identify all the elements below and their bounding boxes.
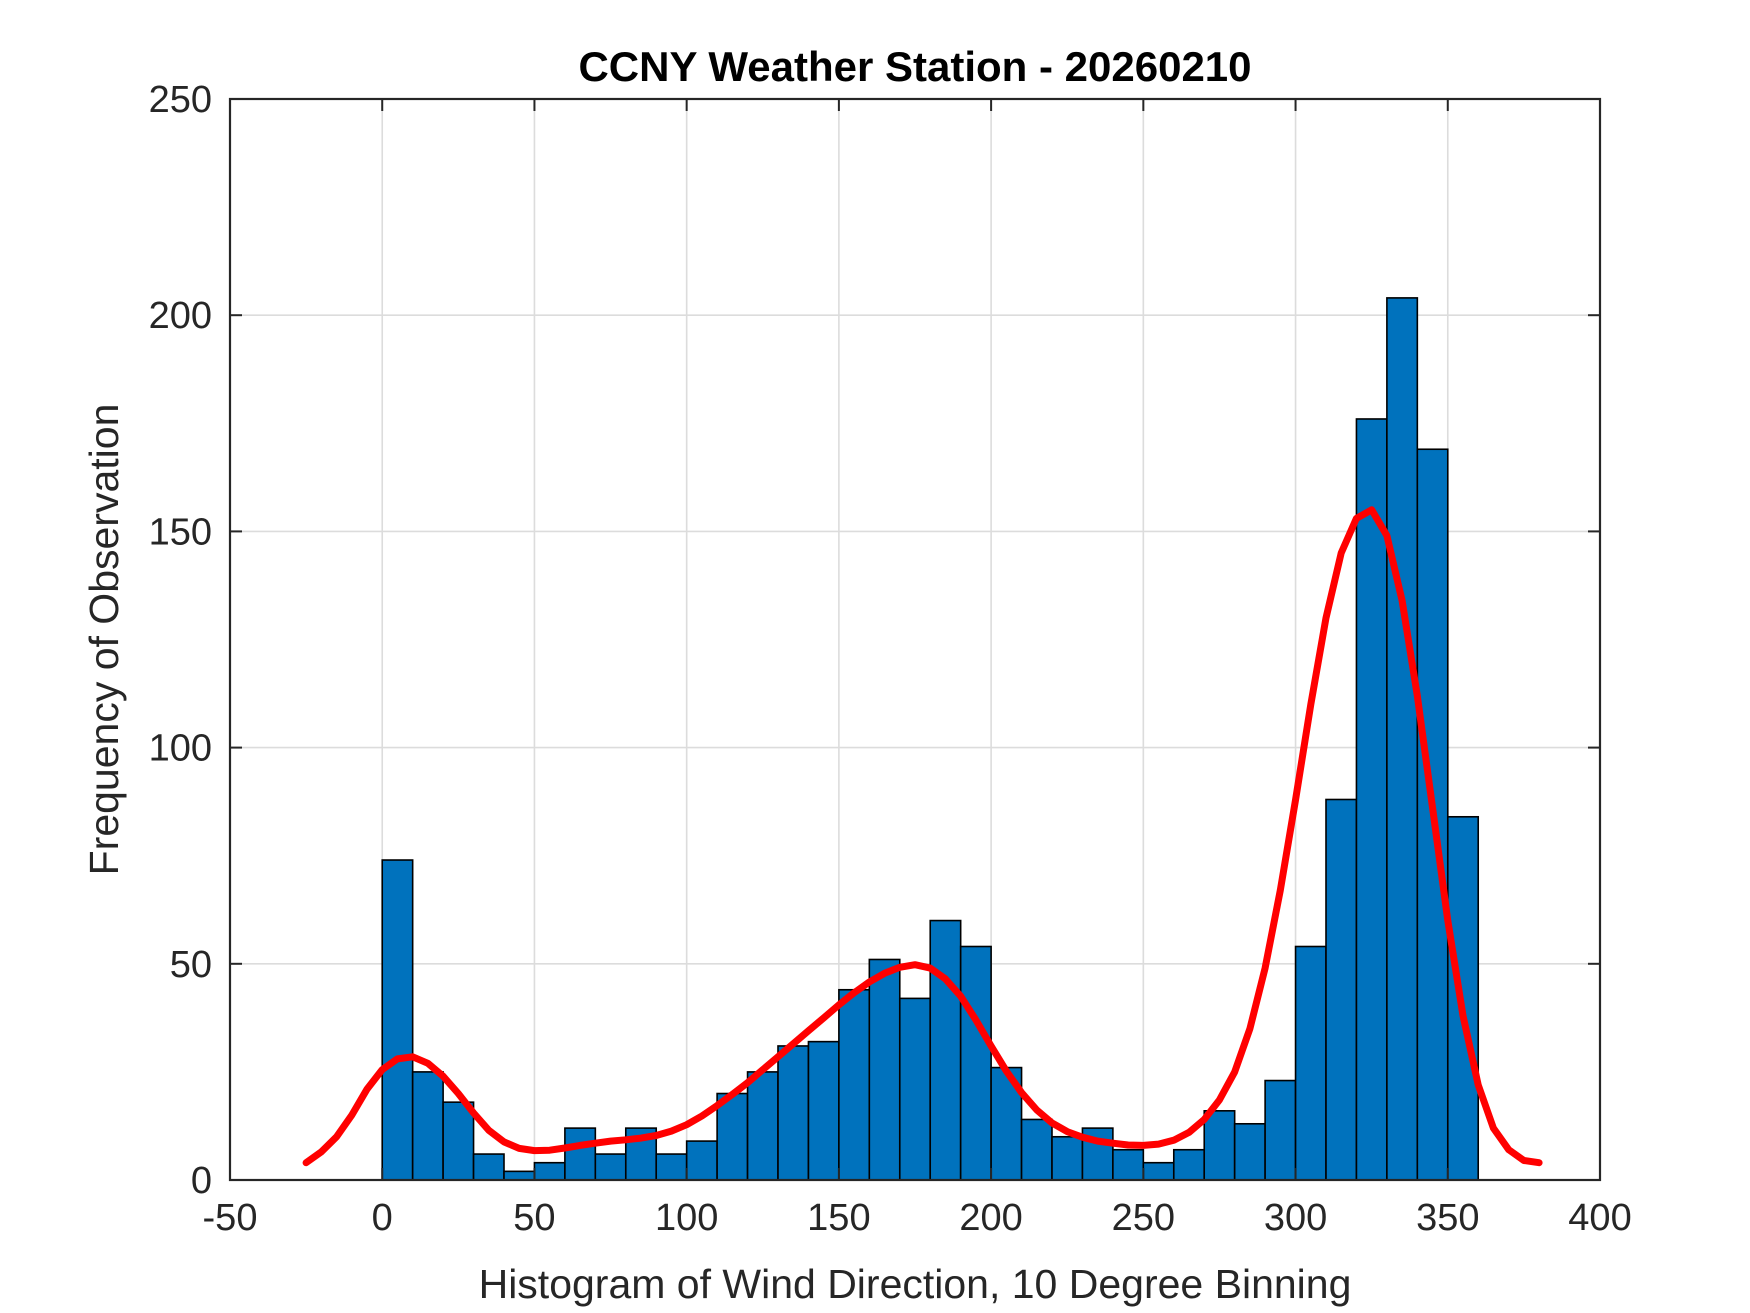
x-tick-label: 150 <box>807 1197 870 1239</box>
axes-frame <box>228 97 1602 1182</box>
histogram-bar <box>777 1045 810 1181</box>
x-tick-label: 300 <box>1264 1197 1327 1239</box>
histogram-bar <box>868 958 901 1181</box>
histogram-bar <box>1142 1161 1175 1181</box>
histogram-bar <box>685 1140 718 1181</box>
x-axis-label: Histogram of Wind Direction, 10 Degree B… <box>479 1261 1352 1307</box>
histogram-bar <box>381 859 414 1181</box>
histogram-bar <box>655 1153 688 1181</box>
histogram-bar <box>1294 945 1327 1181</box>
histogram-bar <box>898 997 932 1181</box>
x-tick-label: 100 <box>655 1197 718 1239</box>
histogram-bar <box>838 988 871 1181</box>
histogram-bar <box>1020 1118 1053 1181</box>
histogram-bar <box>1051 1135 1084 1181</box>
histogram-bar <box>1112 1148 1145 1181</box>
chart-title: CCNY Weather Station - 20260210 <box>578 43 1251 90</box>
histogram-bar <box>716 1092 749 1181</box>
histogram-bar <box>564 1127 597 1181</box>
histogram-bar <box>1264 1079 1297 1181</box>
histogram-bar <box>929 919 962 1181</box>
histogram-bar <box>594 1153 627 1181</box>
histogram-bar <box>1233 1122 1266 1181</box>
tick-layer: -50 0 50 100 150 200 250 300 350 4000501001502002… <box>149 79 1632 1239</box>
histogram-bar <box>1386 297 1419 1181</box>
x-tick-label: 200 <box>959 1197 1022 1239</box>
bar-layer <box>381 297 1480 1181</box>
x-tick-label: -50 <box>203 1197 258 1239</box>
y-axis-label: Frequency of Observation <box>81 404 127 876</box>
x-tick-label: 0 <box>372 1197 393 1239</box>
histogram-bar <box>533 1161 566 1181</box>
histogram-bar <box>1325 798 1358 1181</box>
histogram-bar <box>472 1153 505 1181</box>
x-tick-label: 400 <box>1568 1197 1631 1239</box>
histogram-bar <box>1172 1148 1206 1181</box>
histogram-bar <box>411 1071 444 1181</box>
y-tick-label: 150 <box>149 511 212 553</box>
curve-layer <box>302 506 1543 1167</box>
x-tick-label: 250 <box>1112 1197 1175 1239</box>
x-tick-label: 350 <box>1416 1197 1479 1239</box>
x-tick-label: 50 <box>513 1197 555 1239</box>
histogram-bar <box>807 1040 840 1181</box>
y-tick-label: 200 <box>149 295 212 337</box>
histogram-bar <box>1203 1110 1236 1181</box>
y-tick-label: 100 <box>149 728 212 770</box>
histogram-bar <box>959 945 992 1181</box>
histogram-bar <box>746 1071 779 1181</box>
histogram-bar <box>442 1101 475 1181</box>
y-tick-label: 50 <box>170 944 212 986</box>
y-tick-label: 0 <box>191 1160 212 1202</box>
histogram-bar <box>503 1170 536 1181</box>
y-tick-label: 250 <box>149 79 212 121</box>
density-fit-curve <box>302 506 1543 1167</box>
